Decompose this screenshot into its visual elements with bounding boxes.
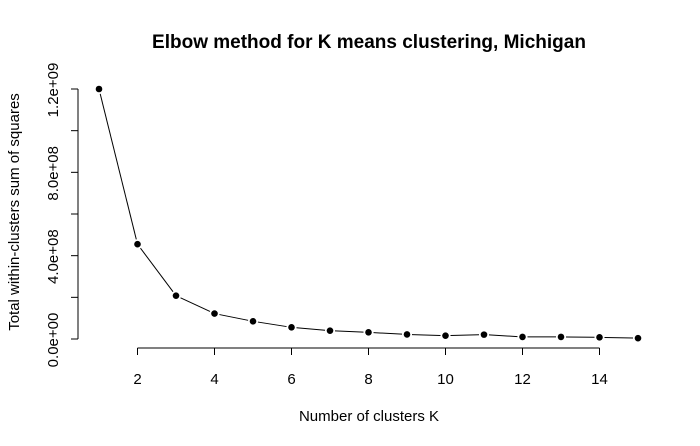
line-segment: [257, 321, 287, 328]
data-point: [442, 332, 449, 339]
data-point: [557, 333, 565, 341]
data-point: [403, 331, 411, 338]
data-points: [95, 85, 642, 342]
data-point: [480, 331, 488, 338]
y-tick-label: 8.0e+08: [45, 146, 62, 201]
data-point: [211, 310, 218, 317]
data-point: [288, 324, 295, 331]
line-segment: [373, 332, 403, 335]
chart-title: Elbow method for K means clustering, Mic…: [152, 32, 586, 53]
x-tick-label: 10: [437, 371, 454, 388]
y-tick-label: 4.0e+08: [45, 229, 62, 284]
x-tick-label: 12: [514, 371, 531, 388]
line-segment: [411, 334, 441, 337]
data-point: [519, 333, 526, 341]
x-tick-label: 6: [287, 371, 295, 388]
data-point: [596, 334, 603, 341]
line-segment: [488, 334, 518, 338]
line-segment: [604, 336, 634, 339]
line-segment: [99, 93, 137, 240]
data-point: [95, 85, 103, 93]
y-tick-label: 0.0e+00: [45, 313, 62, 368]
line-segment: [180, 297, 211, 312]
x-tick-label: 2: [133, 371, 141, 388]
data-point: [634, 334, 642, 342]
data-point: [249, 317, 257, 325]
data-point: [365, 329, 372, 336]
series-line: [99, 93, 634, 339]
data-point: [172, 292, 180, 299]
line-segment: [450, 334, 480, 337]
line-segment: [334, 330, 364, 333]
data-point: [134, 240, 141, 248]
x-tick-label: 4: [210, 371, 218, 388]
x-tick-label: 8: [364, 371, 372, 388]
y-axis-title: Total within-clusters sum of squares: [6, 93, 23, 331]
line-segment: [140, 247, 174, 292]
line-segment: [296, 327, 326, 331]
y-axis: 0.0e+00 4.0e+08 8.0e+08 1.2e+09: [45, 63, 79, 368]
data-point: [326, 327, 334, 334]
x-tick-label: 14: [591, 371, 608, 388]
y-tick-label: 1.2e+09: [45, 63, 62, 118]
x-axis-title: Number of clusters K: [299, 408, 439, 425]
x-axis: 2 4 6 8 10 12 14: [133, 347, 608, 388]
line-segment: [219, 314, 249, 321]
